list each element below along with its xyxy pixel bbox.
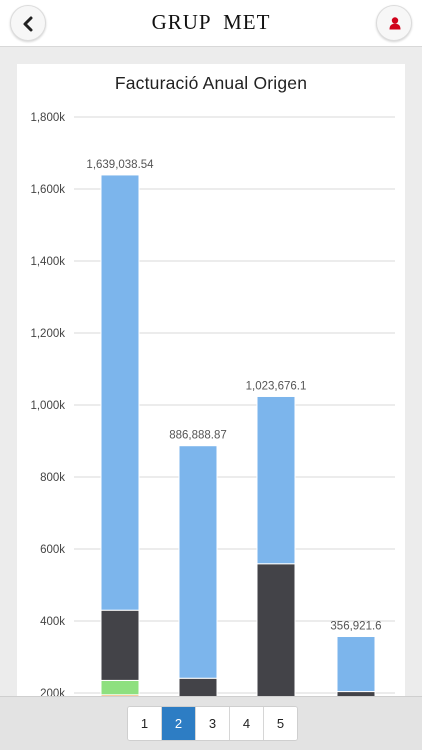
bar-segment [100,679,140,696]
y-tick-label: 200k [40,688,65,696]
page-button-4[interactable]: 4 [230,707,264,740]
y-tick-label: 800k [40,472,65,484]
chart-title: Facturació Anual Origen [114,73,308,93]
total-data-label: 886,888.87 [169,430,227,442]
bar-chart: 200k 400k 600k 800k 1,000k 1,200k 1,400k 1,600k… [30,112,395,696]
y-tick-label: 400k [40,616,65,628]
page-button-1[interactable]: 1 [128,707,162,740]
chart-card: Facturació Anual Origen 200k 400k 600k 800k… [17,64,405,696]
bar-segment [178,677,218,696]
page-button-3[interactable]: 3 [196,707,230,740]
pagination: 1 2 3 4 5 [127,706,298,741]
page-button-5[interactable]: 5 [264,707,297,740]
bar-segment [100,174,140,611]
bar-segment [178,445,218,679]
y-tick-label: 1,200k [30,328,65,340]
bar-segment [256,563,296,696]
page-button-2[interactable]: 2 [162,707,196,740]
total-data-label: 1,023,676.1 [246,380,307,392]
bar-segment [256,395,296,565]
bar-segment [336,636,376,693]
back-button[interactable] [10,5,46,41]
user-button[interactable] [376,5,412,41]
bar-segment [100,609,140,681]
y-tick-label: 1,400k [30,256,65,268]
app-header: GRUP MET [0,0,422,47]
total-data-label: 356,921.6 [330,621,381,633]
y-tick-label: 1,800k [30,112,65,124]
y-tick-label: 1,000k [30,400,65,412]
y-tick-label: 600k [40,544,65,556]
app-logo: GRUP MET [151,10,271,34]
footer-bar: 1 2 3 4 5 [0,696,422,750]
chevron-left-icon [23,16,33,32]
total-data-label: 1,639,038.54 [86,159,154,171]
user-icon [389,17,401,30]
y-tick-label: 1,600k [30,184,65,196]
